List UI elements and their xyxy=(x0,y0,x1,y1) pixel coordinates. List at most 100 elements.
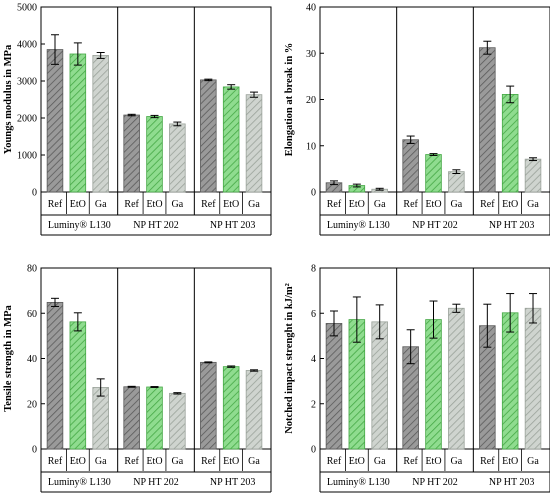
y-tick-label: 1000 xyxy=(17,151,37,162)
bar-ref xyxy=(479,47,496,193)
y-tick-label: 0 xyxy=(32,188,37,199)
category-label: EtO xyxy=(502,199,518,210)
bar-ref xyxy=(200,361,217,450)
bar-eto xyxy=(222,366,240,450)
y-tick-label: 20 xyxy=(306,95,316,106)
category-label: Ga xyxy=(172,199,184,210)
bar-ga xyxy=(169,392,186,450)
category-label: Ga xyxy=(527,199,539,210)
bar-eto xyxy=(425,319,442,450)
category-label: Ga xyxy=(172,456,184,467)
category-label: EtO xyxy=(223,456,239,467)
category-label: EtO xyxy=(146,199,162,210)
y-tick-label: 2 xyxy=(311,399,316,410)
y-tick-label: 10 xyxy=(306,141,316,152)
category-label: Ga xyxy=(374,199,386,210)
y-tick-label: 6 xyxy=(311,309,316,320)
bar-ref xyxy=(123,386,140,450)
bar-ref xyxy=(46,49,64,193)
bar-ga xyxy=(524,158,542,193)
category-label: Ref xyxy=(48,456,63,467)
bar-ga xyxy=(371,321,388,450)
chart-panel-2: 0 10 20 30 40 Elongation at break in % Ref EtO G… xyxy=(284,3,550,236)
category-label: EtO xyxy=(223,199,239,210)
group-label: NP HT 202 xyxy=(133,477,179,488)
category-label: EtO xyxy=(349,456,365,467)
bar-eto xyxy=(69,53,87,193)
y-tick-label: 2000 xyxy=(17,114,37,125)
category-label: EtO xyxy=(425,456,441,467)
group-label: NP HT 203 xyxy=(210,477,256,488)
bar-ga xyxy=(448,307,465,450)
y-tick-label: 8 xyxy=(311,264,316,275)
category-label: Ref xyxy=(327,456,342,467)
y-tick-label: 20 xyxy=(27,399,37,410)
category-label: EtO xyxy=(502,456,518,467)
category-label: Ga xyxy=(527,456,539,467)
bar-eto xyxy=(146,386,163,450)
chart-panel-4: 0 2 4 6 8 Notched impact strenght in kJ/m² Ref… xyxy=(284,264,550,493)
bar-ga xyxy=(92,387,109,450)
category-label: Ref xyxy=(403,456,418,467)
y-tick-label: 0 xyxy=(32,445,37,456)
y-tick-label: 80 xyxy=(27,264,37,275)
bar-ref xyxy=(325,323,343,450)
bar-ga xyxy=(448,171,465,193)
category-label: Ref xyxy=(201,456,216,467)
group-label: NP HT 203 xyxy=(489,220,535,231)
bar-ref xyxy=(200,79,217,193)
y-axis-label: Notched impact strenght in kJ/m² xyxy=(284,283,295,434)
bar-ga xyxy=(245,94,263,193)
category-label: EtO xyxy=(70,456,86,467)
bar-eto xyxy=(146,116,163,193)
y-tick-label: 30 xyxy=(306,49,316,60)
category-label: Ref xyxy=(480,456,495,467)
y-tick-label: 40 xyxy=(27,354,37,365)
category-label: Ga xyxy=(95,456,107,467)
category-label: EtO xyxy=(349,199,365,210)
y-tick-label: 4000 xyxy=(17,40,37,51)
group-label: NP HT 202 xyxy=(133,220,179,231)
category-label: Ga xyxy=(451,456,463,467)
bar-ga xyxy=(524,307,542,450)
category-label: Ga xyxy=(451,199,463,210)
y-tick-label: 40 xyxy=(306,3,316,14)
group-label: Luminy® L130 xyxy=(327,477,390,488)
category-label: Ref xyxy=(124,199,139,210)
bar-eto xyxy=(222,86,240,193)
category-label: Ref xyxy=(201,199,216,210)
y-tick-label: 3000 xyxy=(17,77,37,88)
group-label: NP HT 203 xyxy=(210,220,256,231)
group-label: Luminy® L130 xyxy=(48,220,111,231)
group-label: Luminy® L130 xyxy=(327,220,390,231)
bar-eto xyxy=(69,321,87,450)
category-label: Ref xyxy=(48,199,63,210)
y-tick-label: 4 xyxy=(311,354,316,365)
category-label: EtO xyxy=(425,199,441,210)
bar-ref xyxy=(46,301,64,450)
y-axis-label: Elongation at break in % xyxy=(284,43,295,157)
category-label: Ga xyxy=(95,199,107,210)
group-label: NP HT 202 xyxy=(412,477,458,488)
category-label: EtO xyxy=(146,456,162,467)
y-axis-label: Youngs modulus in MPa xyxy=(3,44,14,154)
chart-panel-3: 0 20 40 60 80 Tensile strength in MPa Ref EtO Ga… xyxy=(3,264,272,493)
category-label: Ref xyxy=(327,199,342,210)
bar-eto xyxy=(501,312,519,450)
y-tick-label: 0 xyxy=(311,188,316,199)
category-label: Ga xyxy=(248,199,260,210)
group-label: NP HT 203 xyxy=(489,477,535,488)
category-label: Ref xyxy=(480,199,495,210)
category-label: Ga xyxy=(248,456,260,467)
category-label: EtO xyxy=(70,199,86,210)
category-label: Ref xyxy=(124,456,139,467)
bar-ga xyxy=(92,55,109,193)
bar-ga xyxy=(245,370,263,450)
bar-eto xyxy=(501,94,519,193)
y-axis-label: Tensile strength in MPa xyxy=(3,305,14,412)
bar-ref xyxy=(402,139,419,193)
bar-eto xyxy=(425,154,442,193)
bar-ref xyxy=(123,114,140,193)
chart-panel-1: 0 1000 2000 3000 4000 5000 Youngs modulus in M… xyxy=(3,3,272,236)
